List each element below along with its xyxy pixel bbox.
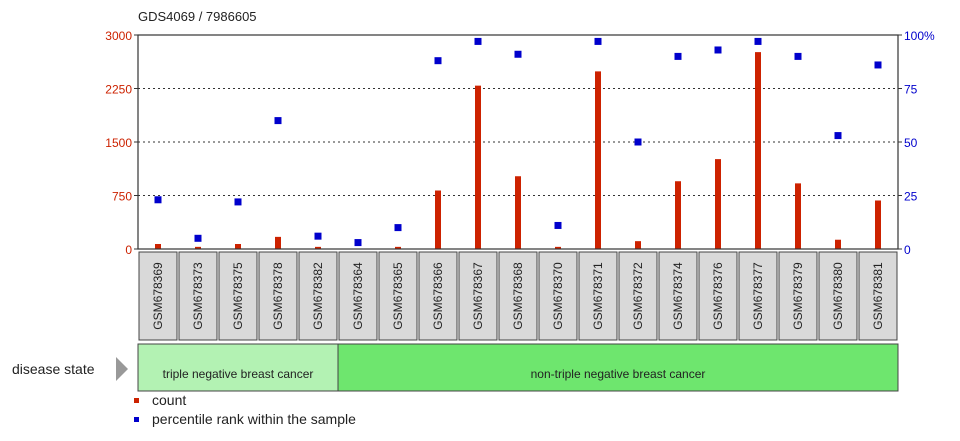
point-percentile (154, 196, 162, 204)
legend-swatch (134, 417, 139, 422)
left-tick-label: 1500 (105, 136, 132, 150)
group-axis-label: disease state (12, 361, 95, 377)
group-arrow-icon (116, 357, 128, 381)
sample-label-box (378, 251, 418, 341)
group-band (337, 343, 899, 392)
bar-count (275, 236, 281, 249)
bar-count (235, 244, 241, 249)
sample-label-box (178, 251, 218, 341)
left-tick-label: 750 (112, 190, 132, 204)
sample-label-box (538, 251, 578, 341)
point-percentile (674, 52, 682, 60)
sample-label-box (418, 251, 458, 341)
point-percentile (234, 198, 242, 206)
sample-label: GSM678377 (751, 262, 765, 330)
bar-count (635, 241, 641, 249)
bar-count (475, 85, 481, 249)
point-percentile (874, 61, 882, 69)
legend-swatch (134, 398, 139, 403)
left-tick-label: 0 (125, 243, 132, 257)
sample-label-box (858, 251, 898, 341)
bar-count (395, 246, 401, 249)
sample-label: GSM678374 (671, 262, 685, 330)
sample-label-box (298, 251, 338, 341)
bar-count (435, 190, 441, 249)
point-percentile (474, 37, 482, 45)
sample-label-box (458, 251, 498, 341)
bar-count (515, 176, 521, 249)
sample-label: GSM678367 (471, 262, 485, 330)
bar-count (715, 159, 721, 249)
bar-count (675, 181, 681, 249)
sample-label: GSM678375 (231, 262, 245, 330)
left-tick-label: 2250 (105, 83, 132, 97)
right-tick-label: 25 (904, 190, 918, 204)
bar-count (315, 246, 321, 249)
point-percentile (434, 57, 442, 65)
bar-count (195, 246, 201, 249)
sample-label: GSM678382 (311, 262, 325, 330)
group-label: triple negative breast cancer (163, 367, 314, 381)
sample-label: GSM678381 (871, 262, 885, 330)
sample-label-box (618, 251, 658, 341)
sample-label-box (698, 251, 738, 341)
bar-count (555, 246, 561, 249)
sample-label: GSM678368 (511, 262, 525, 330)
sample-label: GSM678369 (151, 262, 165, 330)
left-tick-label: 3000 (105, 29, 132, 43)
sample-label: GSM678366 (431, 262, 445, 330)
point-percentile (794, 52, 802, 60)
legend-label: percentile rank within the sample (152, 411, 356, 427)
sample-label: GSM678372 (631, 262, 645, 330)
sample-label: GSM678370 (551, 262, 565, 330)
point-percentile (754, 37, 762, 45)
bar-count (595, 71, 601, 249)
bar-count (155, 244, 161, 249)
sample-label: GSM678373 (191, 262, 205, 330)
point-percentile (634, 138, 642, 146)
right-tick-label: 50 (904, 136, 918, 150)
sample-label: GSM678380 (831, 262, 845, 330)
point-percentile (354, 239, 362, 247)
sample-label-box (578, 251, 618, 341)
point-percentile (314, 232, 322, 240)
right-tick-label: 100% (904, 29, 935, 43)
sample-label-box (218, 251, 258, 341)
point-percentile (554, 221, 562, 229)
sample-label: GSM678364 (351, 262, 365, 330)
point-percentile (274, 117, 282, 125)
point-percentile (594, 37, 602, 45)
sample-label-box (778, 251, 818, 341)
bar-count (795, 183, 801, 249)
point-percentile (514, 50, 522, 58)
bar-count (755, 52, 761, 250)
sample-label: GSM678378 (271, 262, 285, 330)
sample-label: GSM678379 (791, 262, 805, 330)
right-tick-label: 0 (904, 243, 911, 257)
sample-label: GSM678371 (591, 262, 605, 330)
legend-label: count (152, 392, 186, 408)
chart-title: GDS4069 / 7986605 (138, 9, 257, 24)
sample-label-box (258, 251, 298, 341)
group-band (137, 343, 339, 392)
right-tick-label: 75 (904, 83, 918, 97)
sample-label-box (338, 251, 378, 341)
point-percentile (714, 46, 722, 54)
sample-label-box (818, 251, 858, 341)
point-percentile (194, 234, 202, 242)
bar-count (875, 200, 881, 249)
bar-count (835, 239, 841, 249)
sample-label-box (738, 251, 778, 341)
sample-label-box (498, 251, 538, 341)
sample-label-box (658, 251, 698, 341)
sample-label-box (138, 251, 178, 341)
group-label: non-triple negative breast cancer (531, 367, 706, 381)
sample-label: GSM678376 (711, 262, 725, 330)
plot-frame (137, 34, 899, 250)
point-percentile (834, 132, 842, 140)
sample-label: GSM678365 (391, 262, 405, 330)
point-percentile (394, 224, 402, 232)
